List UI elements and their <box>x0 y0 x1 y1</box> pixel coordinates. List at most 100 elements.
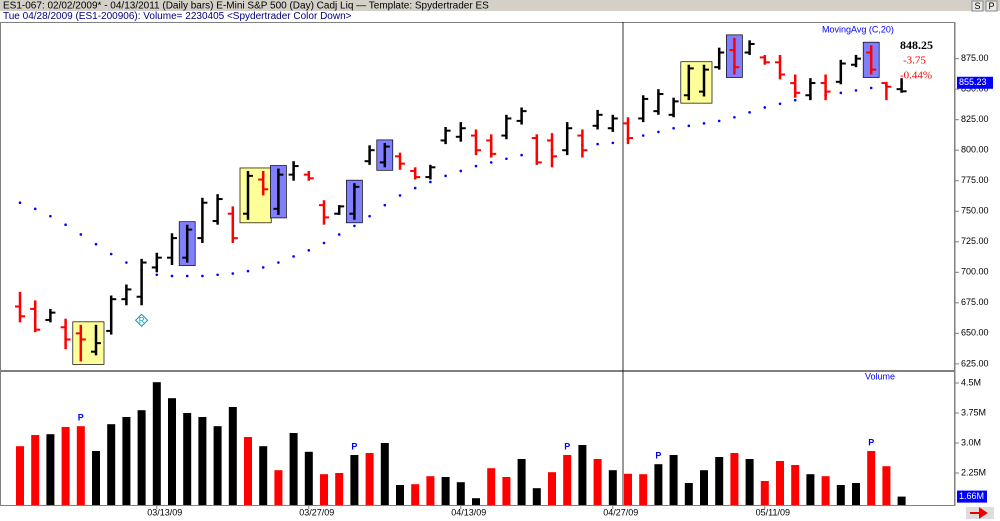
ma-dot <box>79 233 83 236</box>
last-price: 848.25 <box>900 38 933 52</box>
y-tick-label: 2.25M <box>961 467 986 477</box>
ma-dot <box>641 134 645 137</box>
x-tick-label: 03/13/09 <box>147 507 182 517</box>
button-label[interactable]: P <box>988 1 994 11</box>
ma-dot <box>398 194 402 197</box>
ma-dot <box>413 186 417 190</box>
volume-bar <box>228 407 237 505</box>
volume-bar <box>46 434 55 505</box>
volume-bar <box>213 426 222 505</box>
ma-dot <box>611 141 615 145</box>
volume-bar <box>578 445 587 505</box>
volume-bar <box>122 417 131 505</box>
y-tick-label: 725.00 <box>961 236 989 246</box>
volume-bar <box>137 410 146 505</box>
volume-bar <box>548 472 556 505</box>
legend-label: MovingAvg (C,20) <box>822 24 894 34</box>
volume-bar <box>532 488 541 505</box>
volume-bar <box>730 453 739 505</box>
ma-last-label: 855.23 <box>959 77 987 87</box>
button[interactable] <box>985 0 998 12</box>
y-tick-label: 4.5M <box>961 377 981 387</box>
ma-last-box <box>957 76 993 89</box>
volume-bar <box>639 474 648 505</box>
ma-dot <box>687 124 691 128</box>
volume-bar <box>563 455 572 505</box>
y-tick-label: 800.00 <box>961 145 989 155</box>
volume-bar <box>380 443 389 505</box>
volume-bar <box>882 466 891 505</box>
marker-label: P <box>351 441 357 451</box>
volume-bar <box>593 459 602 505</box>
ma-dot <box>717 119 721 123</box>
ma-dot <box>109 252 113 256</box>
pattern-box <box>680 61 713 104</box>
volume-bar <box>776 461 784 505</box>
volume-bar <box>289 433 298 505</box>
ma-dot <box>216 273 219 277</box>
volume-bar <box>365 453 374 505</box>
ma-dot <box>489 161 493 164</box>
ma-dot <box>368 214 371 218</box>
ma-dot <box>854 89 858 92</box>
volume-bar <box>608 470 617 505</box>
ma-dot <box>733 115 736 119</box>
volume-bar <box>320 474 328 505</box>
volume-bar <box>76 426 85 505</box>
ma-dot <box>125 261 128 264</box>
ma-dot <box>702 122 706 125</box>
ma-dot <box>520 153 523 157</box>
volume-bar <box>16 446 24 505</box>
ma-dot <box>170 274 174 278</box>
volume-bar <box>852 483 860 505</box>
x-tick-label: 03/27/09 <box>299 507 334 517</box>
ma-dot <box>748 111 751 114</box>
volume-bar <box>61 427 70 505</box>
change-pct: -0.44% <box>900 70 932 82</box>
ma-dot <box>231 272 235 275</box>
button-label[interactable]: S <box>974 1 980 11</box>
volume-bar <box>669 455 678 505</box>
ma-dot <box>64 223 67 226</box>
ma-dot <box>18 201 22 205</box>
ma-dot <box>261 266 265 269</box>
volume-bar <box>441 477 450 505</box>
ma-dot <box>337 233 341 236</box>
y-tick-label: 675.00 <box>961 297 989 307</box>
y-tick-label: 700.00 <box>961 267 989 277</box>
volume-bar <box>821 476 830 505</box>
volume-bar <box>760 481 769 505</box>
volume-bar <box>274 470 283 505</box>
volume-bar <box>31 435 40 505</box>
ma-dot <box>185 274 189 278</box>
button[interactable] <box>971 0 984 12</box>
y-tick-label: 650.00 <box>961 328 989 338</box>
volume-bar <box>517 459 526 505</box>
ma-dot <box>793 98 797 102</box>
marker-diamond <box>134 313 149 327</box>
y-tick-label: 825.00 <box>961 114 989 124</box>
volume-last-label: 1.66M <box>959 491 984 501</box>
ma-dot <box>353 224 356 228</box>
ma-dot <box>869 86 873 90</box>
status-line: Tue 04/28/2009 (ES1-200906): Volume= 223… <box>3 11 352 22</box>
marker-label: P <box>564 441 570 451</box>
volume-bar <box>897 496 906 505</box>
x-tick-label: 04/13/09 <box>451 507 486 517</box>
volume-bar <box>198 417 207 505</box>
volume-bar <box>259 446 268 505</box>
x-tick-label: 04/27/09 <box>603 507 638 517</box>
ma-dot <box>474 164 478 168</box>
volume-bar <box>654 464 663 505</box>
ma-dot <box>778 102 782 106</box>
y-tick-label: 625.00 <box>961 358 989 368</box>
chart-title: ES1-067: 02/02/2009* - 04/13/2011 (Daily… <box>3 1 489 12</box>
volume-bar <box>806 474 815 505</box>
scroll-arrow[interactable] <box>970 507 988 519</box>
ma-dot <box>383 203 387 207</box>
volume-bar <box>244 437 252 505</box>
marker-label: P <box>868 437 874 447</box>
ma-dot <box>277 261 280 264</box>
ma-dot <box>155 273 159 277</box>
